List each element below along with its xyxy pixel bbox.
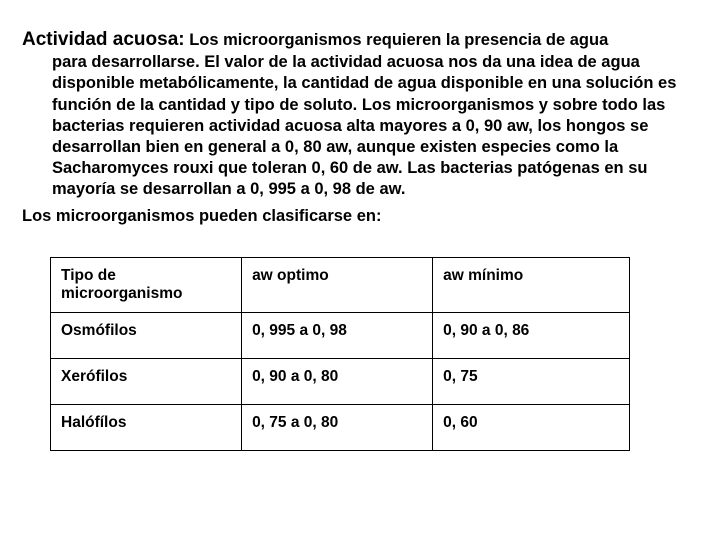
table-cell: 0, 75 (433, 359, 630, 405)
body-text-start: Los microorganismos requieren la presenc… (185, 31, 609, 49)
table-row: Halófílos 0, 75 a 0, 80 0, 60 (51, 405, 630, 451)
table-container: Tipo de microorganismo aw optimo aw míni… (22, 257, 690, 451)
table-cell: Osmófilos (51, 313, 242, 359)
main-paragraph: Actividad acuosa: Los microorganismos re… (22, 28, 690, 200)
table-cell: 0, 60 (433, 405, 630, 451)
table-cell: 0, 90 a 0, 86 (433, 313, 630, 359)
table-cell: 0, 995 a 0, 98 (242, 313, 433, 359)
table-cell: Halófílos (51, 405, 242, 451)
body-text-indent: para desarrollarse. El valor de la activ… (22, 52, 690, 200)
table-row: Xerófilos 0, 90 a 0, 80 0, 75 (51, 359, 630, 405)
heading-title: Actividad acuosa: (22, 29, 185, 50)
table-header-cell: aw optimo (242, 258, 433, 313)
table-header-cell: aw mínimo (433, 258, 630, 313)
table-cell: 0, 90 a 0, 80 (242, 359, 433, 405)
table-row: Osmófilos 0, 995 a 0, 98 0, 90 a 0, 86 (51, 313, 630, 359)
table-cell: Xerófilos (51, 359, 242, 405)
document-content: Actividad acuosa: Los microorganismos re… (22, 28, 690, 451)
sub-paragraph: Los microorganismos pueden clasificarse … (22, 206, 690, 227)
table-header-row: Tipo de microorganismo aw optimo aw míni… (51, 258, 630, 313)
table-header-cell: Tipo de microorganismo (51, 258, 242, 313)
table-cell: 0, 75 a 0, 80 (242, 405, 433, 451)
classification-table: Tipo de microorganismo aw optimo aw míni… (50, 257, 630, 451)
